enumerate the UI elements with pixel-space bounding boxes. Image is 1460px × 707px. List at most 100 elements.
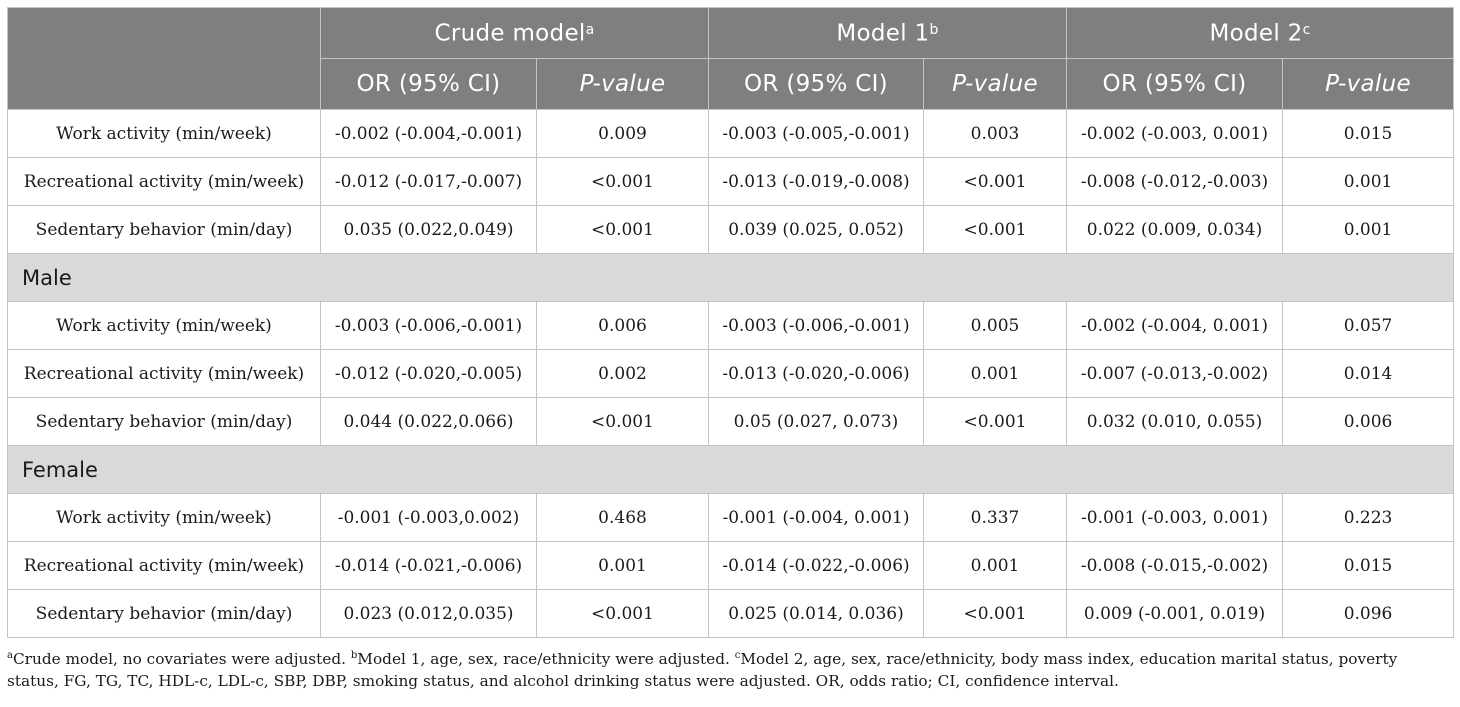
crude-or-cell: -0.002 (-0.004,-0.001) [320, 109, 537, 158]
crude-or-cell: 0.044 (0.022,0.066) [320, 397, 537, 446]
m2-or-cell: 0.022 (0.009, 0.034) [1066, 205, 1284, 254]
row-label: Recreational activity (min/week) [7, 541, 321, 590]
m2-or-cell: -0.008 (-0.012,-0.003) [1066, 157, 1284, 206]
header-crude-model: Crude modela [320, 7, 709, 59]
crude-p-cell: 0.006 [536, 301, 709, 350]
header-model-1: Model 1b [707, 7, 1068, 59]
m1-or-cell: 0.025 (0.014, 0.036) [708, 589, 924, 638]
m2-p-cell: 0.006 [1282, 397, 1455, 446]
m2-p-cell: 0.096 [1282, 589, 1455, 638]
header-model-2-label: Model 2 [1209, 20, 1303, 47]
m1-or-cell: -0.013 (-0.019,-0.008) [708, 157, 924, 206]
m1-or-cell: -0.001 (-0.004, 0.001) [708, 493, 924, 542]
row-label: Work activity (min/week) [7, 301, 321, 350]
row-label: Sedentary behavior (min/day) [7, 397, 321, 446]
header-model-2: Model 2c [1066, 7, 1455, 59]
crude-or-cell: 0.035 (0.022,0.049) [320, 205, 537, 254]
group-label: Female [6, 445, 1455, 494]
results-table-container: Crude modela Model 1b Model 2c OR (95% C… [6, 7, 1455, 692]
header-m1-or: OR (95% CI) [708, 58, 924, 110]
crude-or-cell: -0.014 (-0.021,-0.006) [320, 541, 537, 590]
m2-p-cell: 0.015 [1282, 109, 1455, 158]
m2-p-cell: 0.057 [1282, 301, 1455, 350]
m1-p-cell: 0.337 [922, 493, 1068, 542]
crude-p-cell: <0.001 [536, 205, 709, 254]
header-m2-p: P-value [1282, 58, 1455, 110]
header-model-1-label: Model 1 [836, 20, 930, 47]
m2-or-cell: 0.009 (-0.001, 0.019) [1066, 589, 1284, 638]
m1-p-cell: 0.001 [922, 349, 1068, 398]
row-label: Work activity (min/week) [7, 109, 321, 158]
footnote-text-a: Crude model, no covariates were adjusted… [12, 650, 351, 669]
header-m2-or: OR (95% CI) [1066, 58, 1284, 110]
row-label: Work activity (min/week) [7, 493, 321, 542]
table-header: Crude modela Model 1b Model 2c OR (95% C… [7, 7, 1455, 110]
m1-or-cell: -0.003 (-0.005,-0.001) [708, 109, 924, 158]
m2-p-cell: 0.001 [1282, 205, 1455, 254]
m2-or-cell: -0.002 (-0.003, 0.001) [1066, 109, 1284, 158]
crude-or-cell: -0.001 (-0.003,0.002) [320, 493, 537, 542]
table-row: Recreational activity (min/week) -0.012 … [7, 157, 1455, 206]
header-crude-or: OR (95% CI) [320, 58, 537, 110]
header-corner-cell [7, 7, 321, 110]
crude-p-cell: 0.001 [536, 541, 709, 590]
table-row: Work activity (min/week) -0.002 (-0.004,… [7, 109, 1455, 158]
table-row: Work activity (min/week) -0.001 (-0.003,… [7, 493, 1455, 542]
crude-p-cell: 0.002 [536, 349, 709, 398]
header-crude-p: P-value [536, 58, 709, 110]
header-row-metrics: OR (95% CI) P-value OR (95% CI) P-value … [8, 58, 1455, 110]
m1-p-cell: <0.001 [922, 205, 1068, 254]
crude-p-cell: <0.001 [536, 589, 709, 638]
m1-p-cell: <0.001 [922, 589, 1068, 638]
m2-or-cell: -0.001 (-0.003, 0.001) [1066, 493, 1284, 542]
m1-or-cell: -0.003 (-0.006,-0.001) [708, 301, 924, 350]
m2-or-cell: 0.032 (0.010, 0.055) [1066, 397, 1284, 446]
header-model-1-sup: b [929, 21, 939, 38]
table-row: Recreational activity (min/week) -0.012 … [7, 349, 1455, 398]
m2-or-cell: -0.007 (-0.013,-0.002) [1066, 349, 1284, 398]
m1-or-cell: -0.014 (-0.022,-0.006) [708, 541, 924, 590]
m1-or-cell: 0.039 (0.025, 0.052) [708, 205, 924, 254]
footnote-mark-b: b [350, 650, 358, 661]
row-label: Recreational activity (min/week) [7, 349, 321, 398]
group-row-female: Female [6, 445, 1455, 494]
table-row: Work activity (min/week) -0.003 (-0.006,… [7, 301, 1455, 350]
footnote-text-b: Model 1, age, sex, race/ethnicity were a… [357, 650, 735, 669]
footnote-mark-a: a [7, 650, 13, 661]
m1-or-cell: 0.05 (0.027, 0.073) [708, 397, 924, 446]
crude-p-cell: <0.001 [536, 397, 709, 446]
m2-p-cell: 0.015 [1282, 541, 1455, 590]
header-crude-model-sup: a [585, 21, 595, 38]
row-label: Sedentary behavior (min/day) [7, 589, 321, 638]
header-m1-p: P-value [922, 58, 1068, 110]
header-crude-model-label: Crude model [434, 20, 586, 47]
row-label: Sedentary behavior (min/day) [7, 205, 321, 254]
m1-p-cell: 0.001 [922, 541, 1068, 590]
table-row: Recreational activity (min/week) -0.014 … [7, 541, 1455, 590]
header-row-models: Crude modela Model 1b Model 2c [7, 7, 1455, 110]
m1-p-cell: <0.001 [922, 397, 1068, 446]
crude-or-cell: -0.012 (-0.020,-0.005) [320, 349, 537, 398]
m2-p-cell: 0.223 [1282, 493, 1455, 542]
table-row: Sedentary behavior (min/day) 0.023 (0.01… [7, 589, 1455, 638]
group-row-male: Male [6, 253, 1455, 302]
group-label: Male [6, 253, 1455, 302]
table-footnote: aCrude model, no covariates were adjuste… [7, 645, 1453, 692]
crude-or-cell: -0.012 (-0.017,-0.007) [320, 157, 537, 206]
footnote-mark-c: c [734, 650, 741, 661]
m1-p-cell: <0.001 [922, 157, 1068, 206]
crude-p-cell: 0.009 [536, 109, 709, 158]
header-model-2-sup: c [1302, 21, 1311, 38]
crude-p-cell: <0.001 [536, 157, 709, 206]
m1-or-cell: -0.013 (-0.020,-0.006) [708, 349, 924, 398]
crude-or-cell: 0.023 (0.012,0.035) [320, 589, 537, 638]
results-table: Crude modela Model 1b Model 2c OR (95% C… [6, 7, 1455, 638]
table-body: Work activity (min/week) -0.002 (-0.004,… [6, 109, 1455, 638]
table-row: Sedentary behavior (min/day) 0.044 (0.02… [7, 397, 1455, 446]
table-row: Sedentary behavior (min/day) 0.035 (0.02… [7, 205, 1455, 254]
m2-or-cell: -0.008 (-0.015,-0.002) [1066, 541, 1284, 590]
crude-or-cell: -0.003 (-0.006,-0.001) [320, 301, 537, 350]
m1-p-cell: 0.003 [922, 109, 1068, 158]
footnote-text-c: Model 2, age, sex, race/ethnicity, body … [7, 650, 1398, 691]
m2-p-cell: 0.001 [1282, 157, 1455, 206]
